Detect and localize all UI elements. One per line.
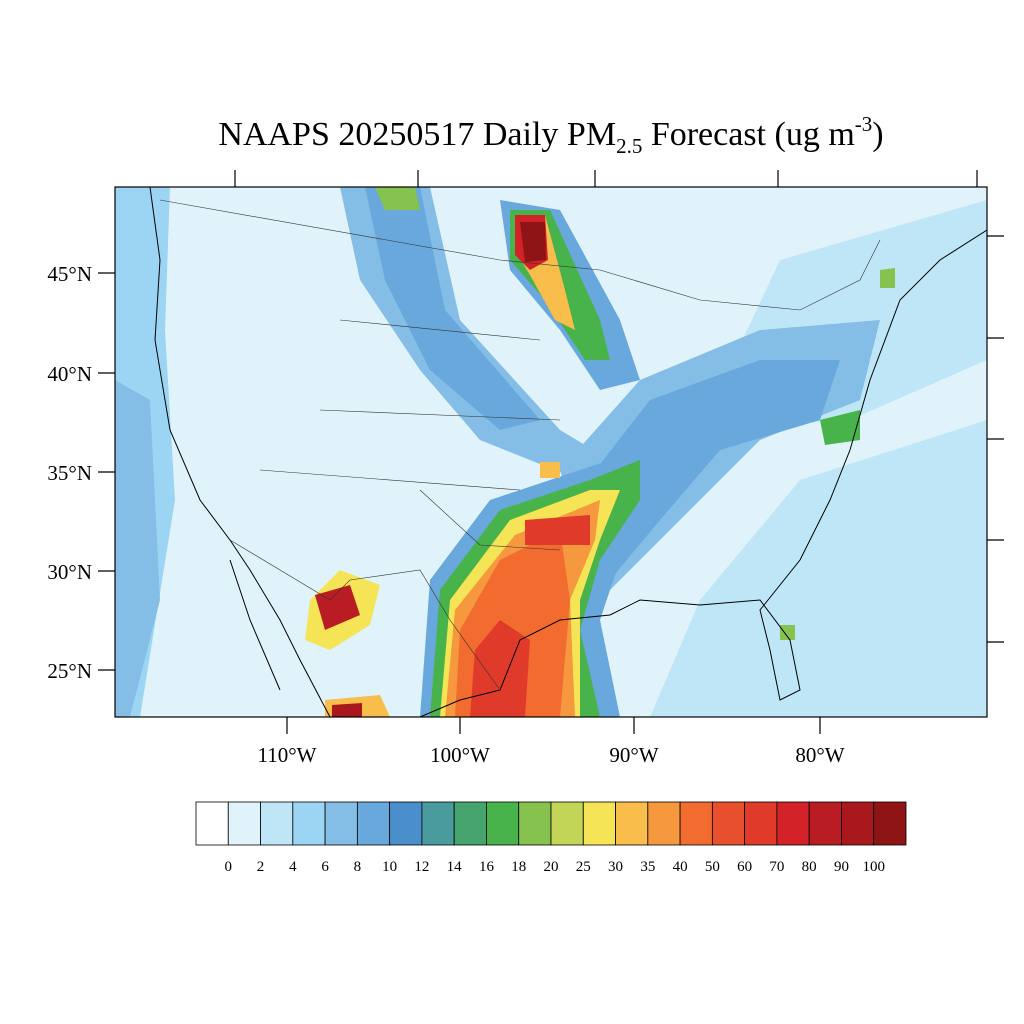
colorbar-box bbox=[518, 801, 552, 846]
colorbar-box bbox=[744, 801, 778, 846]
colorbar-box bbox=[227, 801, 261, 846]
borders bbox=[159, 199, 881, 691]
colorbar-label: 100 bbox=[862, 859, 885, 875]
title: NAAPS 20250517 Daily PM2.5 Forecast (ug … bbox=[218, 112, 883, 158]
title-main: NAAPS 20250517 Daily PM bbox=[218, 116, 616, 153]
colorbar-label: 2 bbox=[257, 859, 265, 875]
colorbar-label: 25 bbox=[576, 859, 591, 875]
colorbar-label: 40 bbox=[673, 859, 688, 875]
colorbar-box bbox=[324, 801, 358, 846]
colorbar-box bbox=[195, 801, 229, 846]
coastline bbox=[149, 187, 987, 717]
title-end: ) bbox=[872, 116, 883, 153]
colorbar-box bbox=[260, 801, 294, 846]
colorbar-label: 12 bbox=[414, 859, 429, 875]
colorbar-label: 14 bbox=[447, 859, 463, 875]
colorbar: 0 2 4 6 8 10 12 14 16 18 20 25 30 35 40 50 60 70 80 90 100 bbox=[195, 801, 907, 875]
lat-label: 30°N bbox=[47, 560, 92, 584]
lat-label: 35°N bbox=[47, 461, 92, 485]
colorbar-box bbox=[453, 801, 487, 846]
lon-label: 90°W bbox=[609, 743, 658, 767]
lon-label: 80°W bbox=[795, 743, 844, 767]
colorbar-box bbox=[421, 801, 455, 846]
colorbar-label: 16 bbox=[479, 859, 495, 875]
colorbar-box bbox=[486, 801, 520, 846]
title-sup: -3 bbox=[855, 112, 873, 136]
colorbar-label: 60 bbox=[737, 859, 752, 875]
lon-labels: 110°W 100°W 90°W 80°W bbox=[258, 743, 845, 767]
frame-ticks bbox=[98, 170, 1004, 734]
colorbar-box bbox=[711, 801, 746, 846]
colorbar-box bbox=[292, 801, 326, 846]
colorbar-label: 18 bbox=[511, 859, 526, 875]
colorbar-box bbox=[356, 801, 391, 846]
lat-labels: 45°N 40°N 35°N 30°N 25°N bbox=[47, 262, 92, 683]
map-field bbox=[115, 187, 987, 717]
colorbar-box bbox=[647, 801, 681, 846]
lat-label: 25°N bbox=[47, 659, 92, 683]
colorbar-box bbox=[808, 801, 842, 846]
colorbar-box bbox=[550, 801, 584, 846]
colorbar-label: 30 bbox=[608, 859, 623, 875]
colorbar-label: 50 bbox=[705, 859, 720, 875]
colorbar-box bbox=[615, 801, 649, 846]
colorbar-label: 20 bbox=[544, 859, 559, 875]
colorbar-label: 35 bbox=[640, 859, 655, 875]
colorbar-label: 8 bbox=[354, 859, 362, 875]
lat-label: 40°N bbox=[47, 362, 92, 386]
lon-label: 110°W bbox=[258, 743, 317, 767]
colorbar-label: 10 bbox=[382, 859, 397, 875]
colorbar-label: 6 bbox=[321, 859, 329, 875]
colorbar-box bbox=[582, 801, 616, 846]
lon-label: 100°W bbox=[430, 743, 490, 767]
colorbar-box bbox=[841, 801, 875, 846]
lat-label: 45°N bbox=[47, 262, 92, 286]
colorbar-box bbox=[776, 801, 810, 846]
colorbar-label: 70 bbox=[769, 859, 784, 875]
colorbar-label: 4 bbox=[289, 859, 297, 875]
colorbar-label: 0 bbox=[225, 859, 233, 875]
title-rest: Forecast (ug m bbox=[642, 116, 854, 153]
title-sub: 2.5 bbox=[616, 134, 642, 158]
map-frame bbox=[114, 186, 988, 718]
colorbar-label: 80 bbox=[802, 859, 817, 875]
colorbar-box bbox=[679, 801, 713, 846]
colorbar-box bbox=[389, 801, 423, 846]
colorbar-box bbox=[873, 801, 907, 846]
colorbar-label: 90 bbox=[834, 859, 849, 875]
